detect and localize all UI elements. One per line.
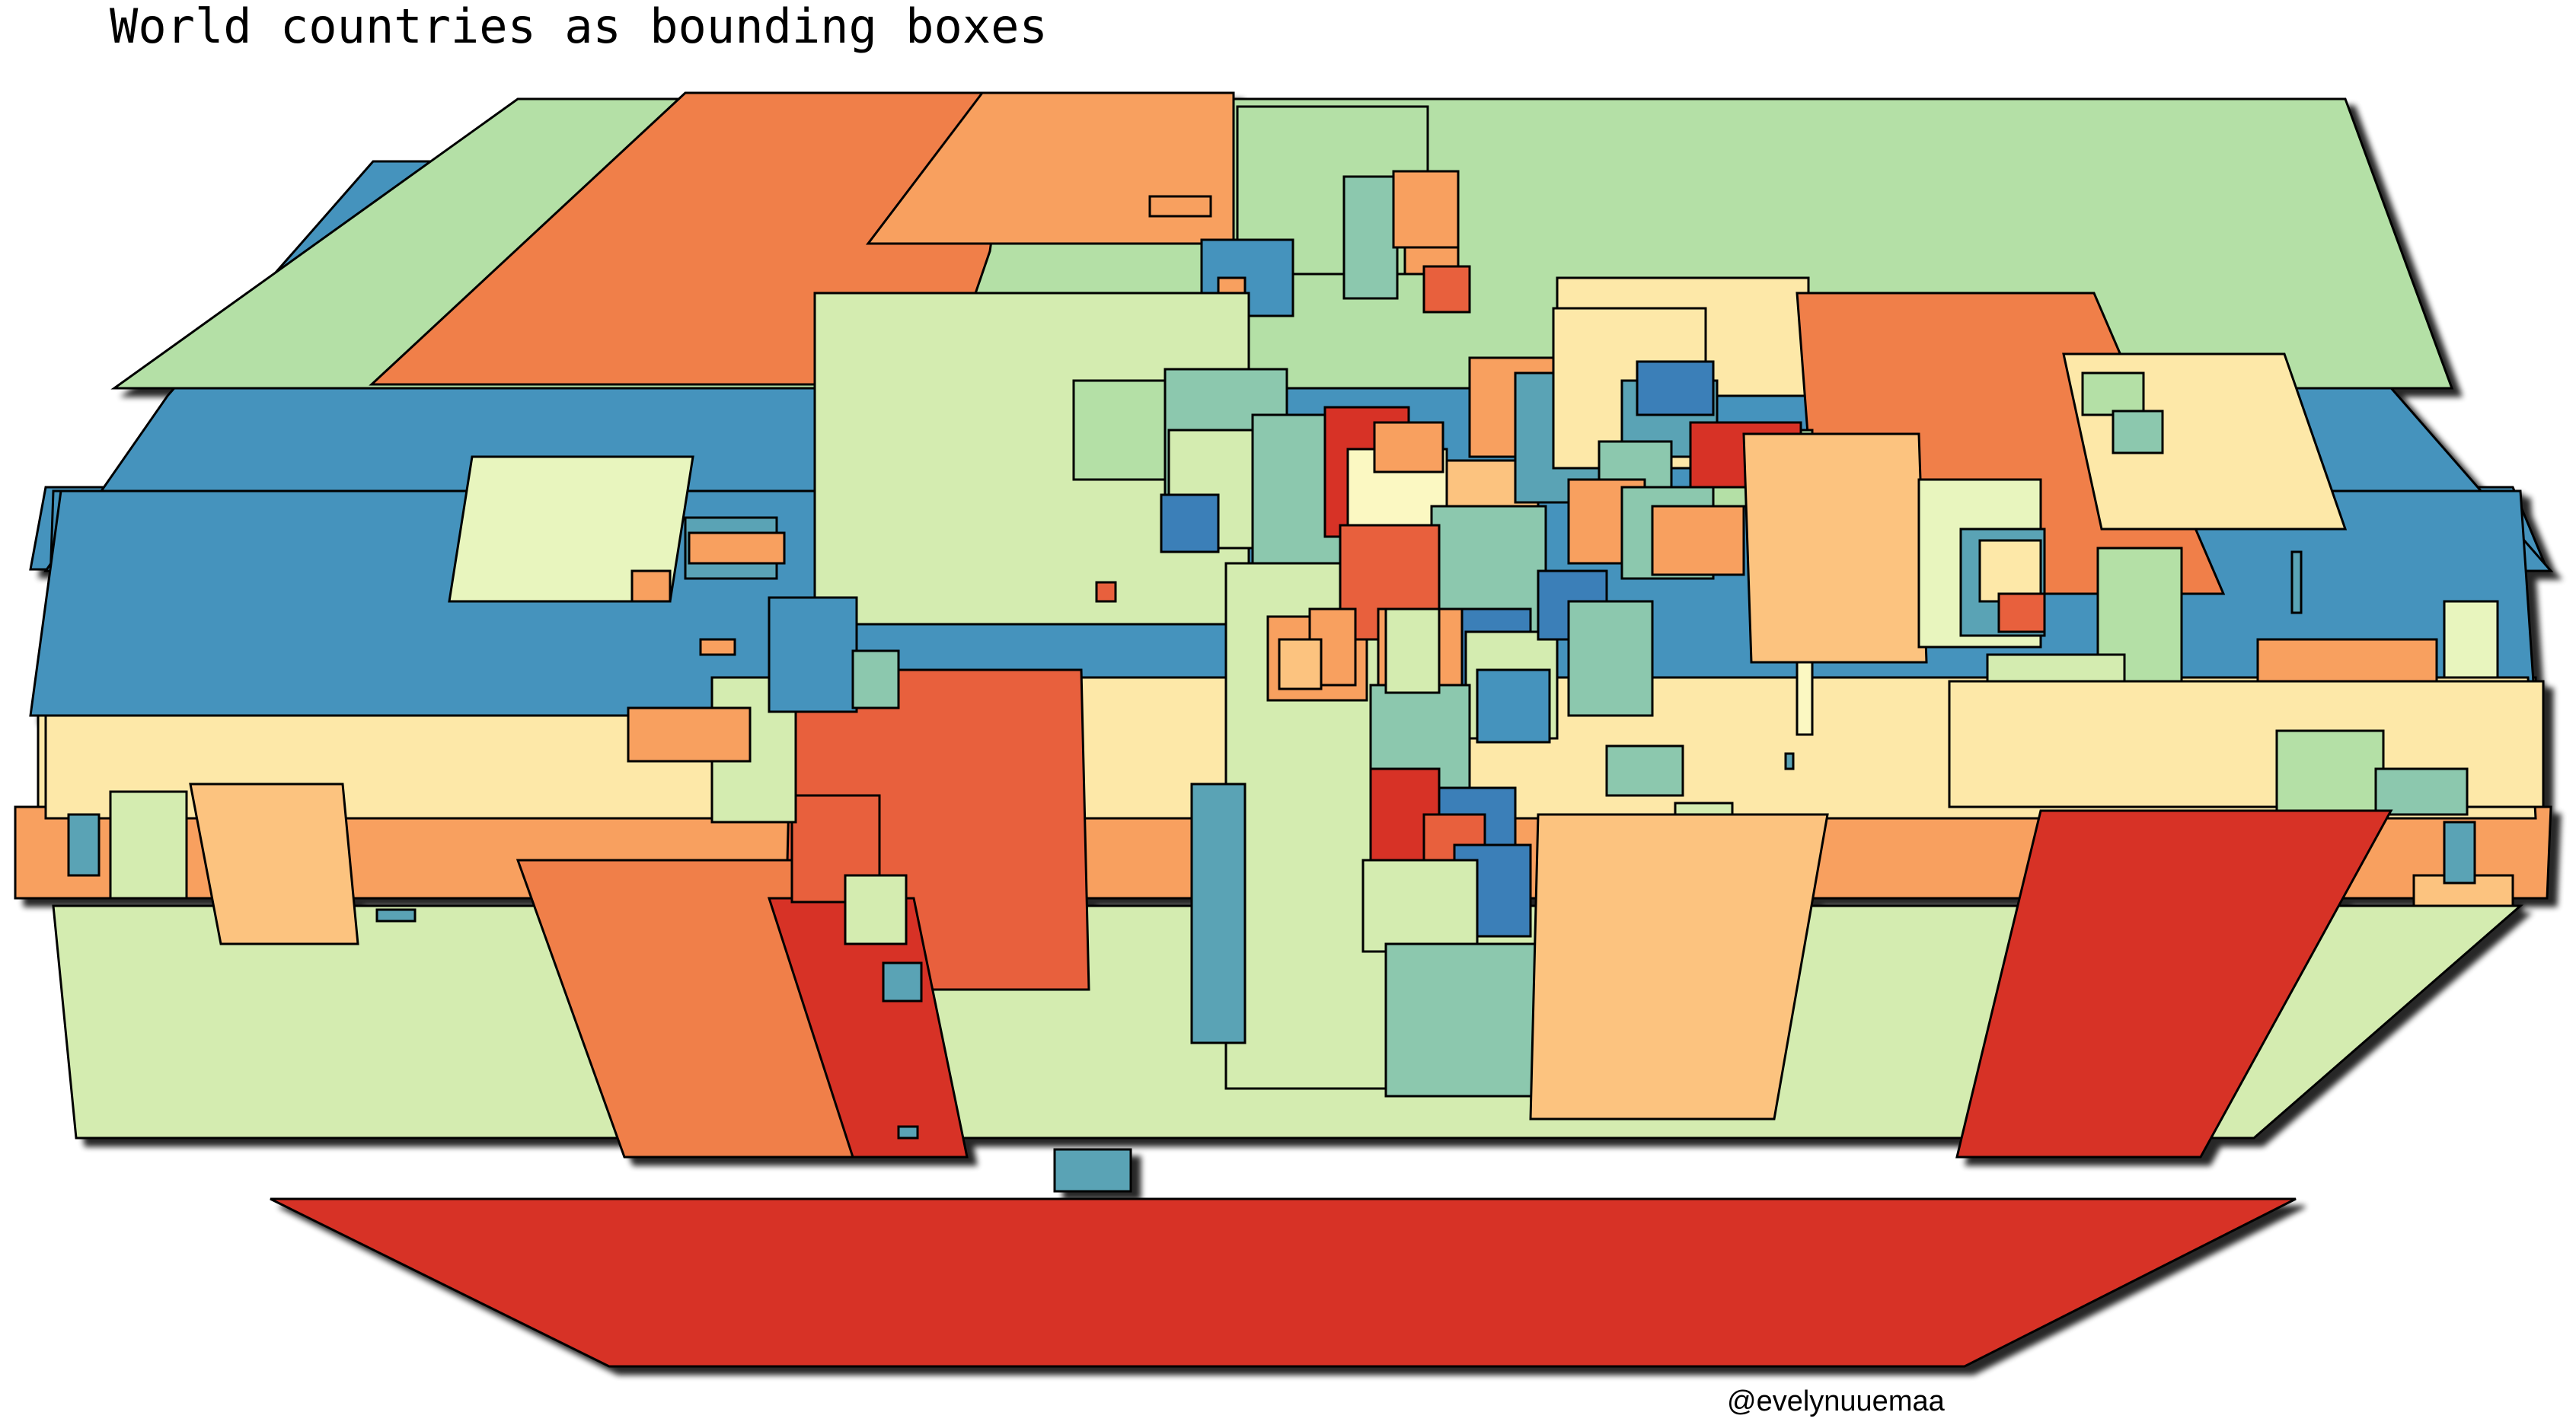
box [2412, 874, 2514, 907]
box [109, 790, 188, 900]
credit-label: @evelynuuemaa [1727, 1385, 1945, 1417]
box [2290, 550, 2303, 614]
box [1190, 783, 1247, 1044]
box [844, 874, 908, 945]
finland-box [1392, 170, 1460, 249]
box [1978, 539, 2042, 603]
box [851, 649, 900, 709]
map-title: World countries as bounding boxes [110, 0, 1048, 54]
box [1567, 600, 1654, 717]
box [1095, 581, 1117, 603]
country-boxes [14, 91, 2554, 1368]
australia-box [1955, 809, 2393, 1159]
box [1636, 360, 1715, 416]
box [1796, 661, 1814, 736]
box [2374, 767, 2469, 816]
box [1476, 668, 1551, 744]
box [2081, 371, 2145, 416]
box [897, 1125, 919, 1140]
box [2443, 600, 2499, 679]
box [630, 569, 672, 603]
box [67, 813, 101, 877]
svalbard-box [1148, 195, 1212, 218]
box [1384, 942, 1540, 1098]
box [1651, 505, 1745, 576]
sweden-box [1342, 175, 1399, 300]
box [1422, 265, 1471, 314]
box [1053, 1148, 1132, 1193]
box [1160, 493, 1220, 553]
india-box [1742, 432, 1928, 664]
box [699, 638, 736, 656]
box [627, 706, 752, 763]
box [375, 908, 417, 923]
box [2443, 821, 2476, 885]
box [1997, 592, 2046, 633]
box [1605, 744, 1684, 797]
box [768, 596, 858, 713]
box [2112, 410, 2164, 454]
box [189, 783, 359, 945]
box [1373, 421, 1444, 473]
antarctica-box [270, 1197, 2297, 1368]
box [1529, 813, 1829, 1121]
box [882, 961, 923, 1003]
box [1784, 752, 1795, 770]
box [1361, 859, 1479, 953]
box [2275, 729, 2385, 816]
box [1278, 638, 1323, 690]
box [688, 531, 786, 565]
box [1384, 607, 1441, 694]
